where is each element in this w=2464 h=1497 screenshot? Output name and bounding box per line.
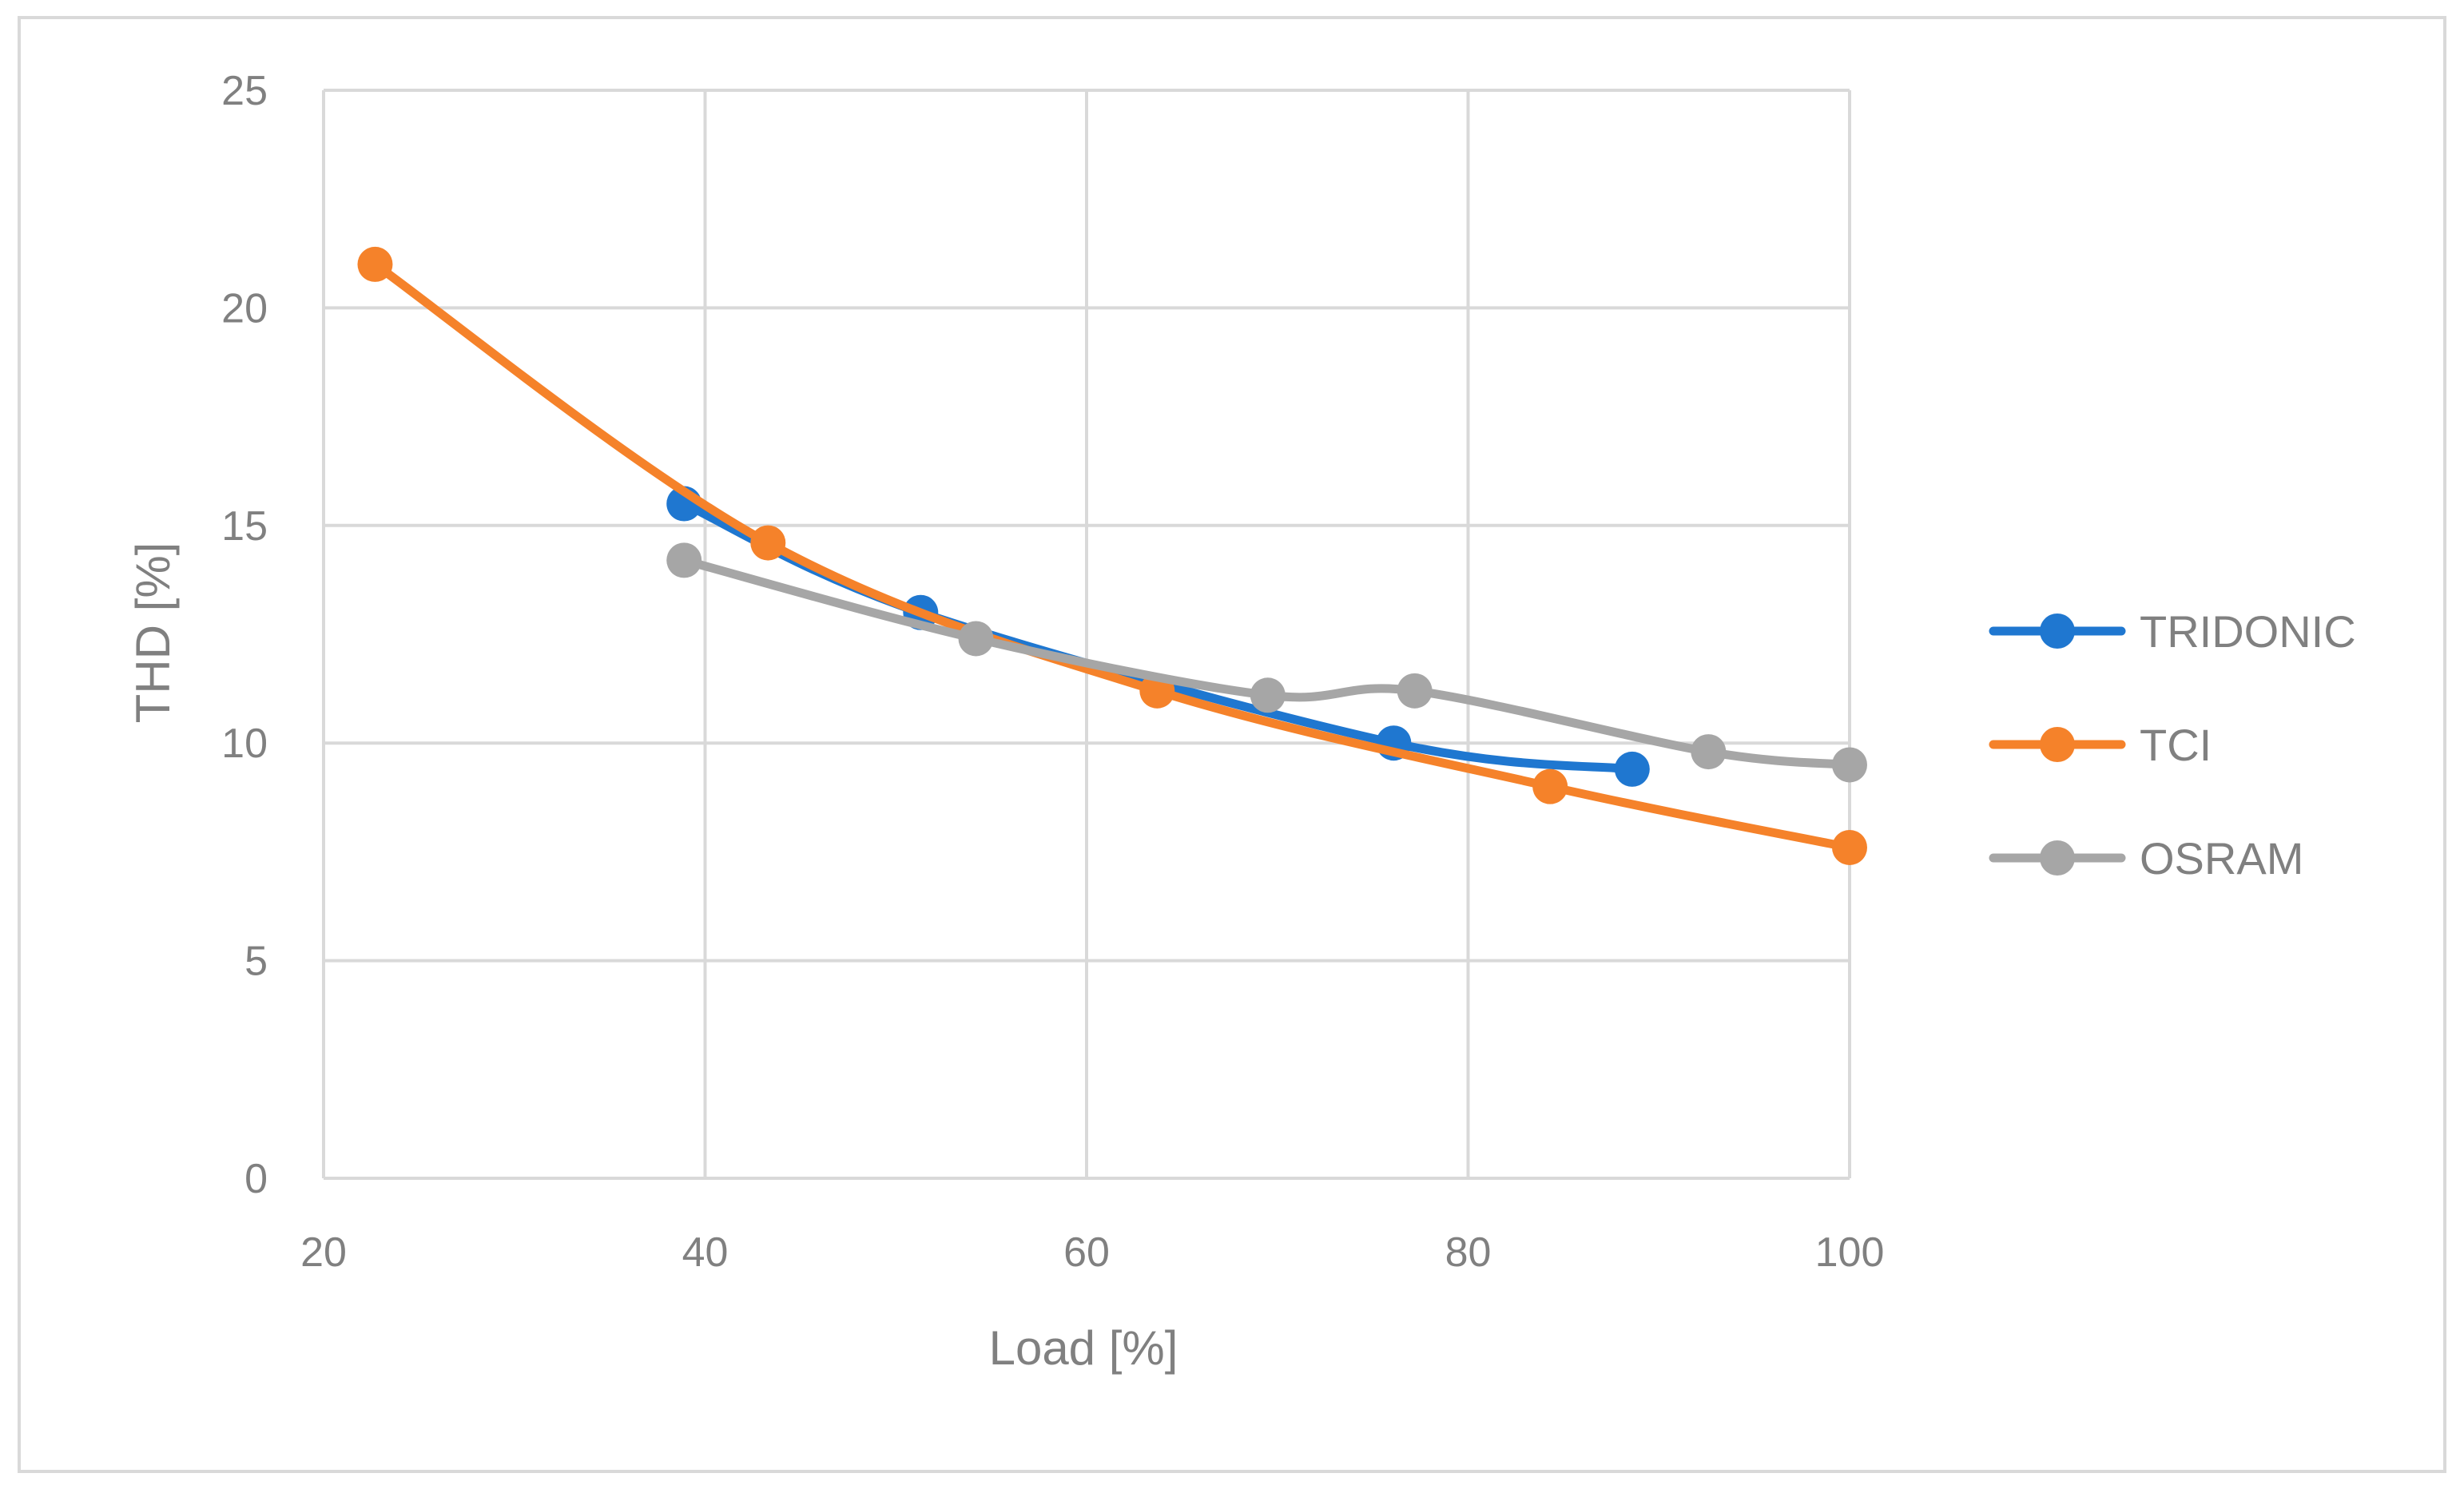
y-tick-label: 20	[221, 285, 268, 332]
data-point-tci	[1832, 829, 1867, 865]
series-line-tci	[370, 260, 1854, 852]
data-point-tci	[1532, 768, 1568, 804]
legend-label: TCI	[2140, 720, 2212, 770]
legend: TRIDONIC TCI OSRAM	[1989, 606, 2356, 884]
y-tick-label: 25	[221, 68, 268, 114]
y-tick-label: 5	[244, 939, 268, 985]
axes: 0 5 10 15 20 25 20 40 60 80 100	[221, 68, 1884, 1276]
grid	[322, 89, 1851, 1180]
y-axis-title: THD [%]	[126, 542, 180, 724]
data-point-tridonic	[1614, 751, 1650, 787]
data-point-tci	[357, 246, 393, 282]
legend-item-osram: OSRAM	[1989, 833, 2303, 884]
data-point-osram	[1832, 747, 1867, 783]
data-point-osram	[1691, 734, 1727, 770]
legend-swatch-marker	[2040, 840, 2075, 876]
legend-item-tridonic: TRIDONIC	[1989, 606, 2356, 657]
series-osram	[666, 542, 1867, 783]
x-tick-label: 100	[1815, 1229, 1885, 1276]
data-point-tci	[750, 525, 786, 561]
y-tick-label: 0	[244, 1156, 268, 1202]
x-tick-label: 80	[1445, 1229, 1492, 1276]
plot-area-series	[357, 246, 1867, 865]
y-tick-label: 10	[221, 721, 268, 767]
data-point-osram	[1397, 673, 1433, 709]
y-tick-label: 15	[221, 503, 268, 550]
legend-swatch-marker	[2040, 727, 2075, 762]
legend-item-tci: TCI	[1989, 720, 2212, 770]
data-point-osram	[1250, 677, 1286, 713]
data-point-osram	[958, 621, 994, 657]
legend-label: OSRAM	[2140, 833, 2303, 884]
x-axis-title: Load [%]	[989, 1321, 1178, 1375]
legend-swatch-marker	[2040, 613, 2075, 649]
data-point-osram	[666, 542, 702, 578]
x-tick-label: 60	[1063, 1229, 1110, 1276]
x-tick-label: 20	[300, 1229, 347, 1276]
legend-label: TRIDONIC	[2140, 606, 2356, 657]
x-tick-label: 40	[682, 1229, 729, 1276]
